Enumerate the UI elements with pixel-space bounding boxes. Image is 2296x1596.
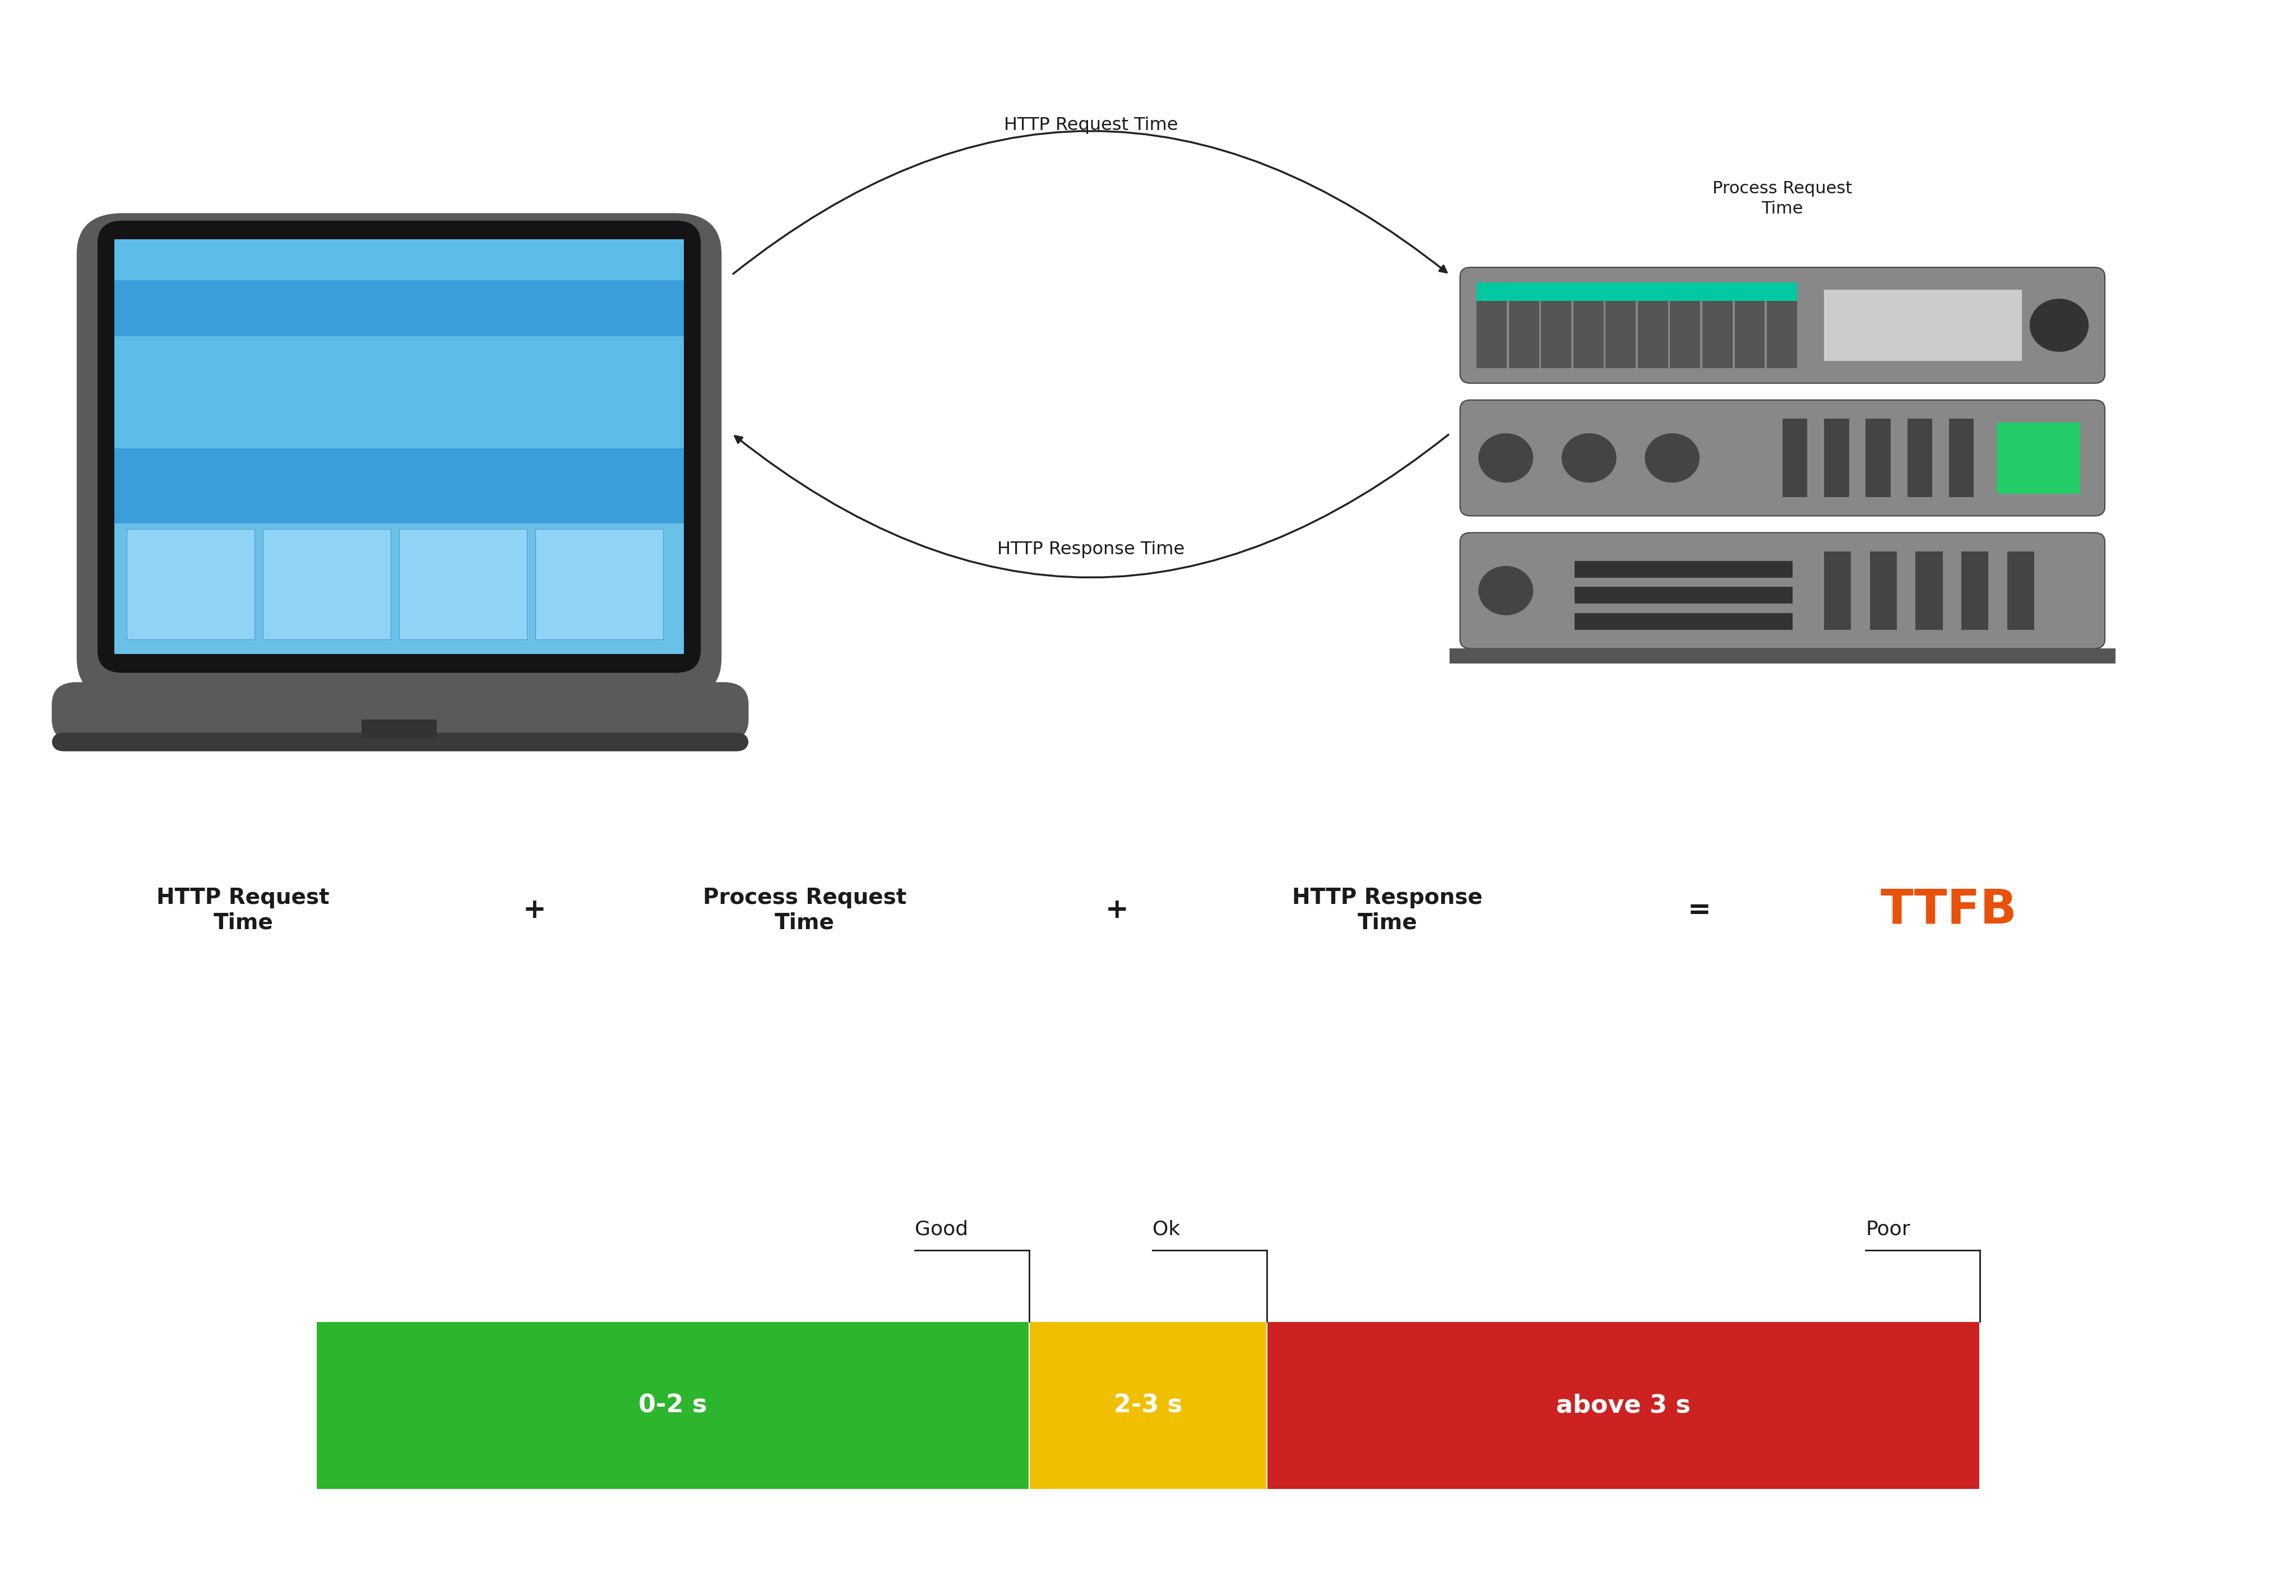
Circle shape xyxy=(1646,434,1699,482)
FancyBboxPatch shape xyxy=(53,733,748,752)
Bar xyxy=(1908,418,1933,498)
Bar xyxy=(1029,1321,1267,1489)
Bar xyxy=(1541,282,1570,369)
Text: 2-3 s: 2-3 s xyxy=(1114,1393,1182,1417)
Bar xyxy=(1508,282,1538,369)
Text: +: + xyxy=(523,897,546,924)
Text: HTTP Request Time: HTTP Request Time xyxy=(1003,117,1178,134)
Bar xyxy=(1869,551,1896,630)
Bar xyxy=(1915,551,1942,630)
Bar xyxy=(1782,418,1807,498)
Text: HTTP Request
Time: HTTP Request Time xyxy=(156,887,331,934)
Text: +: + xyxy=(1104,897,1130,924)
Text: TTFB: TTFB xyxy=(1880,887,2018,934)
Text: Ok: Ok xyxy=(1153,1219,1180,1238)
Bar xyxy=(317,1321,1029,1489)
FancyBboxPatch shape xyxy=(1460,533,2105,648)
Bar xyxy=(1768,282,1798,369)
Bar xyxy=(1733,282,1766,369)
Text: Process Request
Time: Process Request Time xyxy=(703,887,907,934)
Bar xyxy=(1575,587,1793,603)
Bar xyxy=(115,523,684,654)
Circle shape xyxy=(1479,567,1534,614)
Text: 0-2 s: 0-2 s xyxy=(638,1393,707,1417)
Circle shape xyxy=(1561,434,1616,482)
Bar xyxy=(262,528,390,638)
FancyBboxPatch shape xyxy=(1460,268,2105,383)
Bar xyxy=(1575,560,1793,578)
Bar xyxy=(126,528,255,638)
FancyBboxPatch shape xyxy=(53,681,748,742)
Bar xyxy=(535,528,664,638)
Text: Poor: Poor xyxy=(1867,1219,1910,1238)
Text: Good: Good xyxy=(914,1219,969,1238)
Bar xyxy=(1823,418,1848,498)
Bar xyxy=(1605,282,1635,369)
Bar xyxy=(1961,551,1988,630)
FancyBboxPatch shape xyxy=(76,214,721,699)
Bar xyxy=(1637,282,1669,369)
Text: =: = xyxy=(1688,897,1711,924)
Bar xyxy=(115,337,684,448)
Bar xyxy=(1476,282,1506,369)
Circle shape xyxy=(1479,434,1534,482)
Text: Process Request
Time: Process Request Time xyxy=(1713,180,1853,217)
Bar xyxy=(400,528,528,638)
Bar xyxy=(1823,551,1851,630)
Bar xyxy=(1476,282,1798,302)
Bar xyxy=(1669,282,1701,369)
Text: above 3 s: above 3 s xyxy=(1557,1393,1690,1417)
Bar xyxy=(1949,418,1975,498)
Text: HTTP Response Time: HTTP Response Time xyxy=(996,541,1185,559)
Bar xyxy=(1823,290,2023,361)
Circle shape xyxy=(2030,298,2089,351)
Bar xyxy=(115,239,684,281)
Bar xyxy=(2007,551,2034,630)
Bar xyxy=(115,239,684,654)
Bar xyxy=(1575,613,1793,630)
Bar xyxy=(363,720,436,739)
Bar xyxy=(1998,423,2080,493)
Bar xyxy=(1867,418,1890,498)
Bar xyxy=(1449,648,2115,664)
Bar xyxy=(1701,282,1733,369)
Text: HTTP Response
Time: HTTP Response Time xyxy=(1293,887,1483,934)
Bar xyxy=(1573,282,1603,369)
Bar xyxy=(1267,1321,1979,1489)
FancyBboxPatch shape xyxy=(96,220,700,674)
FancyBboxPatch shape xyxy=(1460,401,2105,516)
